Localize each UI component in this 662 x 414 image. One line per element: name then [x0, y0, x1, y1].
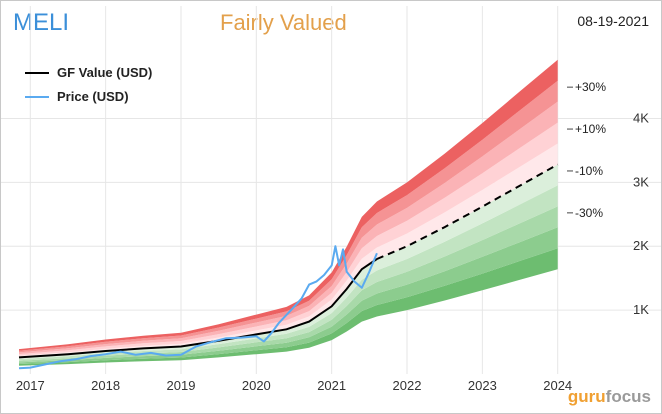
y-tick-label: 2K: [633, 238, 649, 253]
band-label: -30%: [575, 206, 603, 220]
x-tick-label: 2020: [242, 378, 271, 393]
x-tick-label: 2019: [167, 378, 196, 393]
x-tick-label: 2023: [468, 378, 497, 393]
y-tick-label: 3K: [633, 174, 649, 189]
x-tick-label: 2018: [91, 378, 120, 393]
legend-price-label: Price (USD): [57, 89, 129, 104]
ticker-title: MELI: [13, 9, 70, 36]
x-tick-label: 2024: [543, 378, 572, 393]
chart-date: 08-19-2021: [577, 13, 649, 29]
x-tick-label: 2017: [16, 378, 45, 393]
x-tick-label: 2021: [317, 378, 346, 393]
gf-value-projection-line: [376, 163, 559, 260]
logo-part-guru: guru: [567, 387, 606, 406]
valuation-status: Fairly Valued: [220, 10, 347, 35]
x-tick-label: 2022: [393, 378, 422, 393]
price-line: [18, 245, 378, 370]
band-label: -10%: [575, 164, 603, 178]
y-tick-label: 1K: [633, 302, 649, 317]
band-label: +30%: [575, 80, 606, 94]
gurufocus-logo: gurufocus: [568, 387, 651, 407]
logo-part-focus: focus: [605, 387, 651, 406]
band-label: +10%: [575, 122, 606, 136]
legend-gf-value-label: GF Value (USD): [57, 65, 152, 80]
y-tick-label: 4K: [633, 110, 649, 125]
gf-value-line: [18, 258, 378, 359]
